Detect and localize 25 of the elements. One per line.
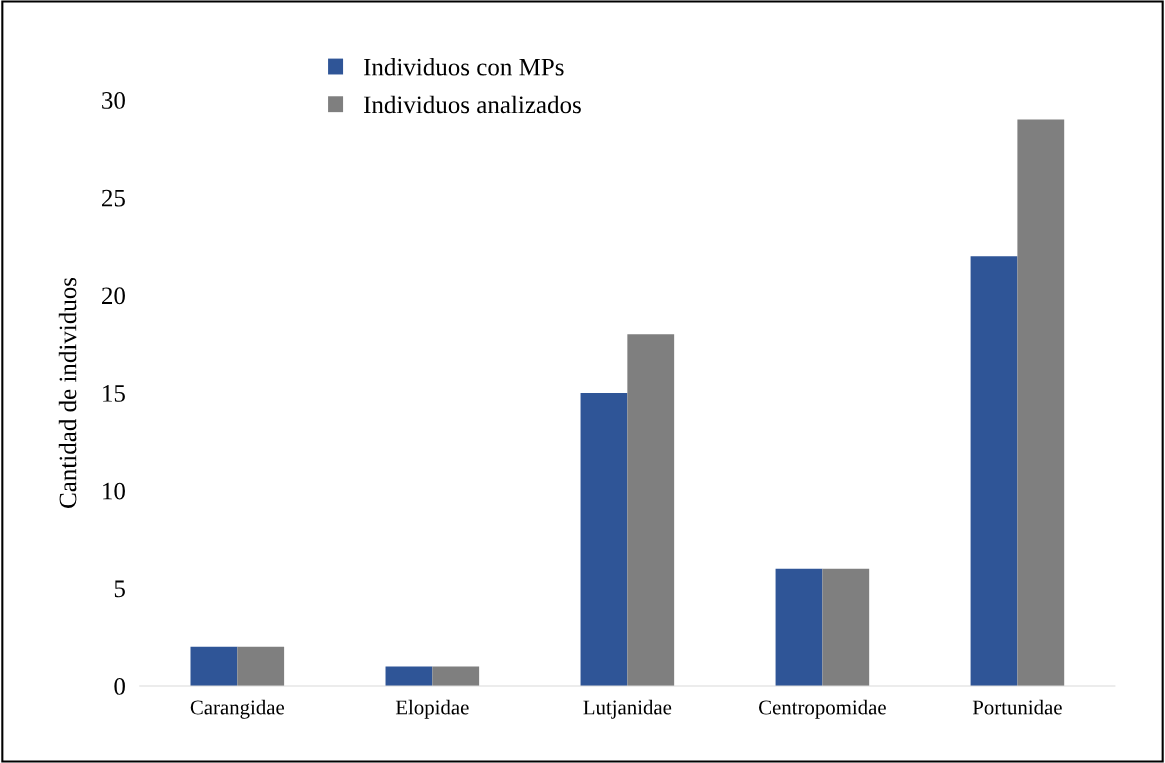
y-axis-title: Cantidad de individuos — [58, 277, 77, 508]
x-tick-label: Centropomidae — [759, 699, 886, 719]
bar — [775, 568, 823, 686]
bar — [1017, 119, 1065, 686]
y-tick-label: 20 — [102, 287, 125, 305]
legend-label: Individuos analizados — [363, 95, 581, 114]
bar — [432, 666, 480, 686]
y-tick-label: 5 — [114, 580, 125, 598]
x-tick-label: Lutjanidae — [583, 699, 672, 719]
y-tick-label: 30 — [102, 92, 125, 109]
x-tick-label: Elopidae — [395, 699, 469, 719]
y-tick-label: 25 — [102, 189, 125, 207]
bar — [237, 646, 285, 686]
bar — [190, 646, 238, 686]
x-tick-label: Portunidae — [972, 699, 1062, 715]
x-tick-label: Carangidae — [190, 699, 285, 719]
legend-label: Individuos con MPs — [363, 57, 564, 76]
y-tick-label: 15 — [103, 385, 125, 402]
y-tick-label: 0 — [114, 677, 125, 695]
bar — [580, 392, 628, 686]
y-tick-label: 10 — [103, 482, 125, 500]
bar — [970, 256, 1018, 686]
bar — [627, 334, 675, 686]
bar — [822, 568, 870, 686]
bar — [385, 666, 433, 686]
